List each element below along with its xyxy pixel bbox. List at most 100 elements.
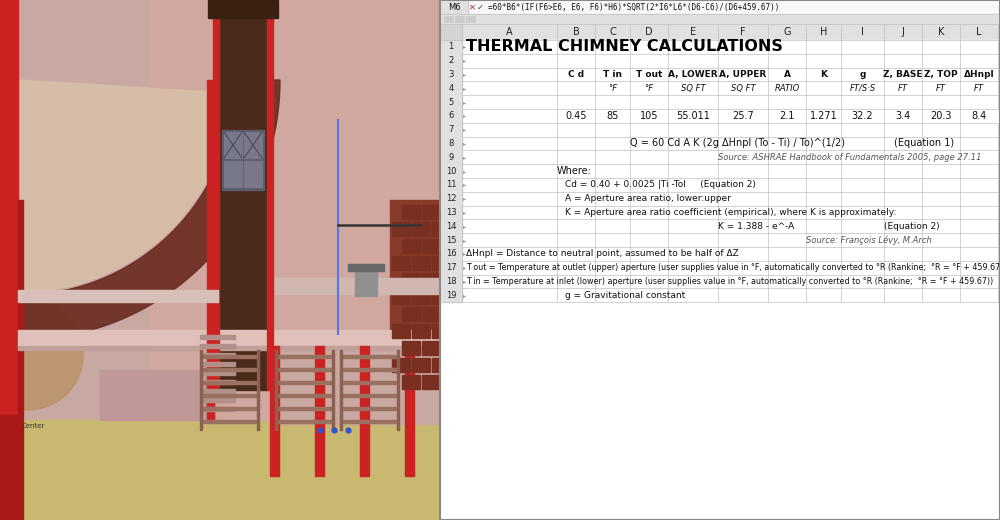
- Text: Center: Center: [22, 423, 45, 429]
- Text: Where:: Where:: [557, 166, 592, 176]
- Bar: [440, 95, 462, 109]
- Bar: [466, 16, 475, 22]
- Bar: [402, 307, 420, 321]
- Text: ▸: ▸: [463, 155, 466, 160]
- Bar: [440, 40, 1000, 54]
- Text: I: I: [861, 27, 864, 37]
- Text: F: F: [740, 27, 746, 37]
- Text: A, UPPER: A, UPPER: [719, 70, 767, 79]
- Bar: [348, 264, 384, 271]
- Text: Z, BASE: Z, BASE: [883, 70, 923, 79]
- Bar: [440, 0, 1000, 520]
- Bar: [224, 132, 242, 158]
- Bar: [0, 0, 450, 520]
- Bar: [200, 407, 235, 411]
- Bar: [440, 40, 462, 54]
- Bar: [440, 24, 462, 40]
- Text: FT/S·S: FT/S·S: [849, 84, 876, 93]
- Text: FT: FT: [936, 84, 946, 93]
- Text: ΔHnpl = Distance to neutral point, assumed to be half of ΔZ: ΔHnpl = Distance to neutral point, assum…: [466, 250, 739, 258]
- Text: M6: M6: [448, 3, 460, 11]
- Bar: [440, 0, 1000, 520]
- Bar: [422, 307, 440, 321]
- Bar: [432, 290, 450, 304]
- Text: ▸: ▸: [463, 86, 466, 91]
- Text: ▸: ▸: [463, 251, 466, 256]
- Bar: [432, 324, 450, 338]
- Text: 2: 2: [448, 56, 454, 65]
- Bar: [440, 123, 1000, 137]
- Text: Z, TOP: Z, TOP: [924, 70, 958, 79]
- Text: Source: François Lévy, M.Arch: Source: François Lévy, M.Arch: [806, 236, 932, 245]
- Text: 17: 17: [446, 263, 456, 272]
- Text: THERMAL CHIMNEY CALCULATIONS: THERMAL CHIMNEY CALCULATIONS: [466, 40, 783, 55]
- Bar: [342, 368, 397, 370]
- Bar: [202, 420, 257, 422]
- Bar: [442, 239, 460, 253]
- Bar: [18, 346, 448, 350]
- Bar: [392, 290, 410, 304]
- Text: 5: 5: [448, 98, 454, 107]
- Text: 20.3: 20.3: [930, 111, 952, 121]
- Bar: [442, 307, 460, 321]
- Bar: [392, 222, 410, 236]
- Text: G: G: [783, 27, 791, 37]
- Bar: [455, 16, 464, 22]
- Bar: [442, 273, 460, 287]
- Bar: [257, 350, 259, 430]
- Bar: [18, 330, 448, 346]
- Bar: [440, 178, 1000, 192]
- Text: J: J: [902, 27, 904, 37]
- Text: Q = 60 Cd A K (2g ΔHnpl (To - Ti) / To)^(1/2): Q = 60 Cd A K (2g ΔHnpl (To - Ti) / To)^…: [630, 138, 845, 149]
- Bar: [432, 256, 450, 270]
- Text: B: B: [573, 27, 579, 37]
- Bar: [200, 344, 235, 348]
- Bar: [442, 205, 460, 219]
- Text: ▸: ▸: [463, 141, 466, 146]
- Text: K = Aperture area ratio coefficient (empirical), where K is approximately:: K = Aperture area ratio coefficient (emp…: [565, 208, 896, 217]
- Bar: [412, 222, 430, 236]
- Bar: [402, 273, 420, 287]
- Text: ▸: ▸: [463, 183, 466, 187]
- Text: ✕: ✕: [468, 3, 476, 11]
- Polygon shape: [0, 80, 232, 292]
- Bar: [200, 353, 235, 357]
- Text: ▸: ▸: [463, 127, 466, 132]
- Bar: [440, 219, 462, 233]
- Bar: [440, 14, 1000, 24]
- Bar: [392, 358, 410, 372]
- Bar: [342, 394, 397, 396]
- Bar: [397, 350, 399, 430]
- Text: ▸: ▸: [463, 113, 466, 119]
- Bar: [412, 358, 430, 372]
- Bar: [440, 261, 462, 275]
- Text: 14: 14: [446, 222, 456, 231]
- Text: ▸: ▸: [463, 293, 466, 298]
- Text: FT: FT: [898, 84, 908, 93]
- Bar: [342, 381, 397, 384]
- Bar: [0, 0, 18, 520]
- Bar: [244, 161, 262, 187]
- Text: A, LOWER: A, LOWER: [668, 70, 718, 79]
- Bar: [440, 289, 1000, 302]
- Text: 13: 13: [446, 208, 456, 217]
- Polygon shape: [0, 80, 280, 340]
- Bar: [218, 0, 268, 390]
- Text: =60*B6*(IF(F6>E6, E6, F6)*H6)*SQRT(2*I6*L6*(D6-C6)/(D6+459.67)): =60*B6*(IF(F6>E6, E6, F6)*H6)*SQRT(2*I6*…: [488, 3, 779, 11]
- Bar: [440, 275, 462, 289]
- Bar: [432, 358, 450, 372]
- Text: A: A: [784, 70, 790, 79]
- Bar: [202, 394, 257, 396]
- Bar: [402, 375, 420, 389]
- Bar: [440, 82, 1000, 95]
- Bar: [440, 192, 1000, 205]
- Text: ▸: ▸: [463, 44, 466, 49]
- Bar: [340, 350, 342, 430]
- Bar: [999, 110, 1000, 122]
- Bar: [315, 346, 324, 476]
- Bar: [440, 233, 1000, 247]
- Text: T out = Temperature at outlet (upper) aperture (user supplies value in °F, autom: T out = Temperature at outlet (upper) ap…: [466, 263, 1000, 272]
- Text: SQ FT: SQ FT: [731, 84, 755, 93]
- Bar: [440, 109, 462, 123]
- Bar: [440, 150, 1000, 164]
